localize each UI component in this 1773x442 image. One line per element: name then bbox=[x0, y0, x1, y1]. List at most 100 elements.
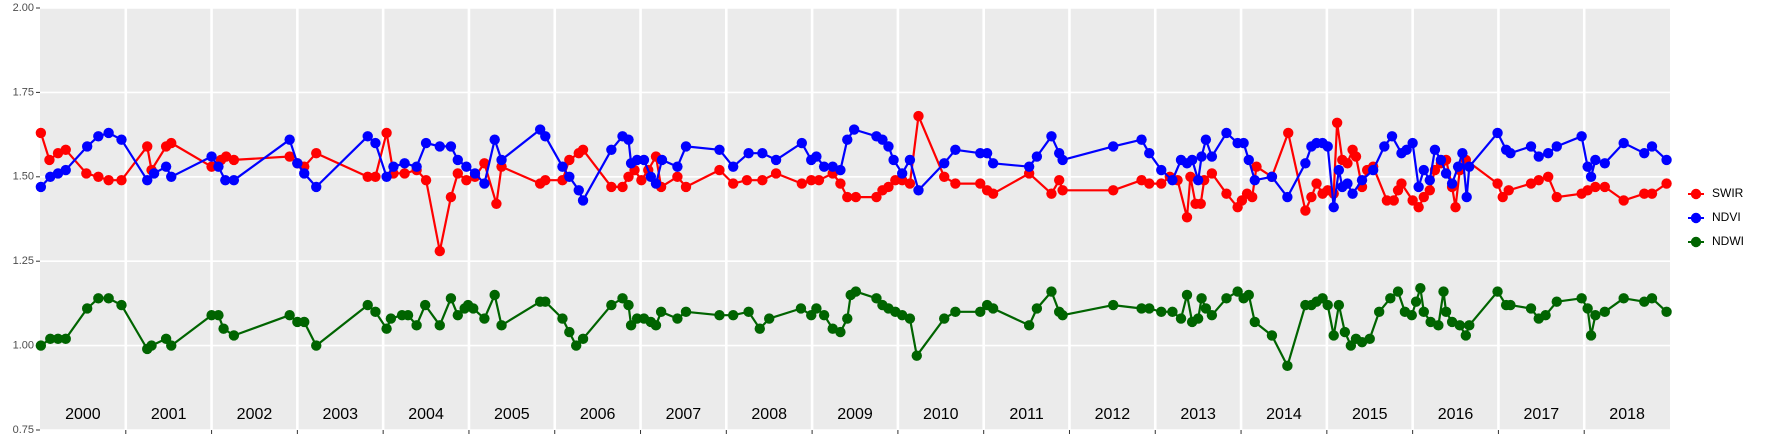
data-point bbox=[764, 313, 775, 324]
data-point bbox=[1356, 174, 1368, 186]
data-point bbox=[1396, 178, 1407, 189]
data-point bbox=[1540, 310, 1551, 321]
data-point bbox=[1525, 141, 1537, 152]
data-point bbox=[1282, 191, 1293, 203]
y-tick-label: 2.00 bbox=[13, 2, 34, 14]
data-point bbox=[1413, 201, 1424, 213]
data-point bbox=[434, 141, 445, 152]
data-point bbox=[284, 134, 295, 145]
data-point bbox=[987, 158, 999, 169]
data-point bbox=[913, 185, 924, 196]
data-point bbox=[1306, 191, 1317, 203]
data-point bbox=[1418, 306, 1429, 318]
data-point bbox=[93, 293, 104, 304]
data-point bbox=[1144, 178, 1155, 189]
data-point bbox=[877, 134, 888, 145]
data-point bbox=[1238, 137, 1249, 149]
data-point bbox=[213, 310, 224, 321]
data-point bbox=[1108, 141, 1119, 152]
data-point bbox=[228, 174, 240, 186]
data-point bbox=[1585, 171, 1597, 182]
legend-label: SWIR bbox=[1712, 186, 1744, 200]
data-point bbox=[52, 333, 64, 345]
data-point bbox=[1181, 289, 1193, 301]
data-point bbox=[362, 131, 373, 142]
data-point bbox=[1646, 293, 1658, 304]
data-point bbox=[1639, 147, 1650, 159]
data-point bbox=[489, 289, 500, 301]
data-point bbox=[116, 134, 127, 145]
data-point bbox=[362, 171, 373, 182]
data-point bbox=[419, 299, 431, 311]
data-point bbox=[1206, 168, 1218, 179]
data-point bbox=[213, 161, 224, 172]
x-tick-label: 2005 bbox=[494, 406, 530, 423]
data-point bbox=[1464, 161, 1475, 172]
data-point bbox=[623, 299, 634, 311]
data-point bbox=[573, 185, 584, 196]
data-point bbox=[743, 306, 754, 318]
data-point bbox=[904, 313, 916, 324]
x-tick-label: 2006 bbox=[580, 406, 616, 423]
data-point bbox=[1413, 181, 1424, 193]
x-tick-label: 2000 bbox=[65, 406, 101, 423]
y-tick-label: 1.75 bbox=[13, 86, 34, 98]
data-point bbox=[1533, 151, 1544, 162]
data-point bbox=[1661, 306, 1672, 318]
data-point bbox=[399, 158, 410, 169]
x-tick-label: 2003 bbox=[322, 406, 358, 423]
data-point bbox=[311, 340, 322, 351]
x-tick-label: 2018 bbox=[1609, 406, 1645, 423]
data-point bbox=[103, 174, 114, 186]
data-point bbox=[420, 137, 432, 149]
data-point bbox=[638, 154, 650, 166]
data-point bbox=[60, 164, 71, 176]
x-tick-label: 2012 bbox=[1095, 406, 1131, 423]
data-point bbox=[370, 171, 381, 182]
data-point bbox=[672, 171, 683, 182]
data-point bbox=[1503, 185, 1514, 196]
data-point bbox=[1031, 151, 1043, 162]
data-point bbox=[904, 154, 916, 166]
data-point bbox=[655, 306, 667, 318]
data-point bbox=[44, 154, 55, 166]
data-point bbox=[496, 154, 507, 166]
data-point bbox=[911, 350, 922, 361]
data-point bbox=[680, 181, 692, 193]
data-point bbox=[45, 333, 56, 345]
y-tick-label: 1.00 bbox=[13, 340, 34, 352]
data-point bbox=[445, 141, 457, 152]
data-point bbox=[727, 161, 739, 172]
data-point bbox=[370, 306, 381, 318]
data-point bbox=[577, 195, 589, 206]
data-point bbox=[1497, 191, 1508, 203]
data-point bbox=[381, 323, 392, 334]
data-point bbox=[1464, 320, 1475, 331]
data-point bbox=[606, 299, 617, 311]
data-point bbox=[1023, 320, 1035, 331]
data-point bbox=[842, 313, 853, 324]
data-point bbox=[564, 171, 575, 182]
data-point bbox=[1031, 303, 1043, 314]
data-point bbox=[577, 333, 589, 345]
data-point bbox=[142, 141, 153, 152]
data-point bbox=[835, 326, 846, 338]
data-point bbox=[913, 110, 924, 122]
data-point bbox=[1328, 201, 1339, 213]
data-point bbox=[479, 158, 490, 169]
data-point bbox=[311, 181, 322, 193]
data-point bbox=[1200, 134, 1212, 145]
data-point bbox=[93, 171, 104, 182]
data-point bbox=[299, 316, 310, 328]
data-point bbox=[1388, 195, 1399, 206]
data-point bbox=[939, 158, 950, 169]
data-point bbox=[1533, 174, 1544, 186]
data-point bbox=[1392, 286, 1404, 297]
data-point bbox=[975, 306, 986, 318]
data-point bbox=[1046, 131, 1057, 142]
data-point bbox=[950, 144, 961, 155]
data-point bbox=[166, 340, 177, 351]
data-point bbox=[220, 174, 231, 186]
data-point bbox=[1415, 283, 1426, 294]
